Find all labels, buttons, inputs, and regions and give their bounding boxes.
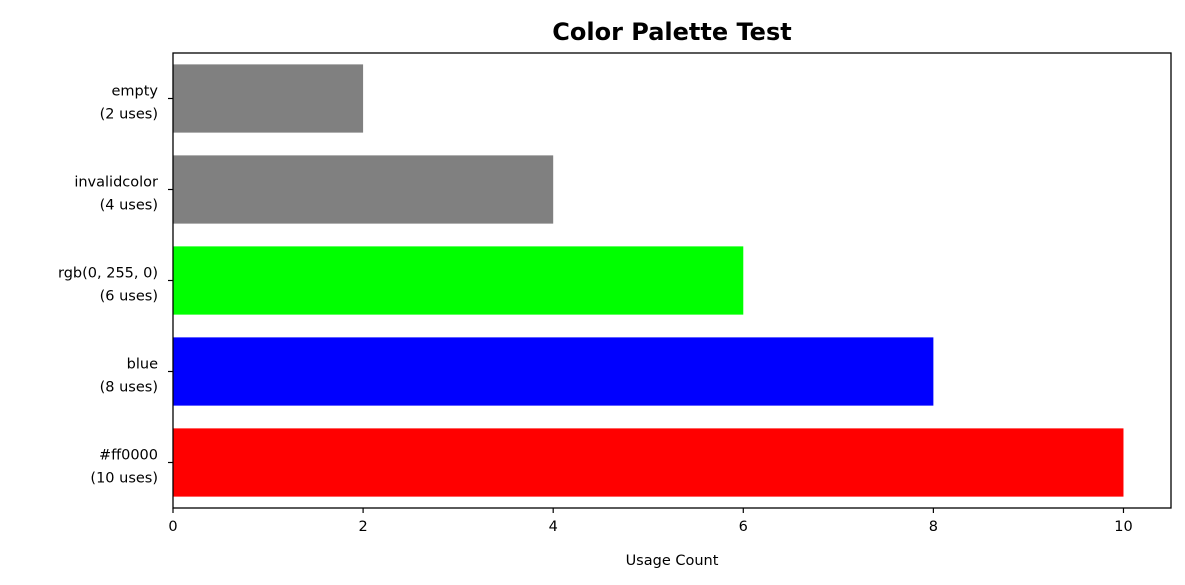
x-tick-label: 6	[739, 519, 748, 535]
x-tick-label: 4	[549, 519, 558, 535]
x-tick-label: 0	[168, 519, 177, 535]
bar	[173, 337, 934, 406]
chart-title: Color Palette Test	[552, 18, 791, 46]
bar	[173, 64, 364, 133]
x-axis-title: Usage Count	[626, 553, 719, 569]
y-tick-label-count: (2 uses)	[100, 107, 158, 123]
y-tick-label: rgb(0, 255, 0)	[58, 266, 158, 282]
x-tick-label: 2	[358, 519, 367, 535]
y-tick-label-count: (10 uses)	[90, 471, 158, 487]
y-tick-label-count: (6 uses)	[100, 289, 158, 305]
y-tick-label-count: (4 uses)	[100, 198, 158, 214]
y-tick-label: empty	[111, 84, 158, 100]
y-tick-label: invalidcolor	[74, 175, 158, 191]
bar	[173, 246, 744, 315]
y-tick-label: #ff0000	[99, 448, 158, 464]
bars-group	[173, 64, 1124, 497]
bar	[173, 155, 554, 224]
bar	[173, 428, 1124, 497]
y-tick-label-count: (8 uses)	[100, 380, 158, 396]
x-tick-label: 10	[1114, 519, 1132, 535]
y-axis: #ff0000 (10 uses) blue (8 uses) rgb(0, 255, …	[58, 84, 173, 487]
x-axis: 0 2 4 6 8 10	[168, 508, 1133, 535]
plot-frame	[172, 52, 1172, 509]
x-tick-label: 8	[929, 519, 938, 535]
y-tick-label: blue	[127, 357, 158, 373]
